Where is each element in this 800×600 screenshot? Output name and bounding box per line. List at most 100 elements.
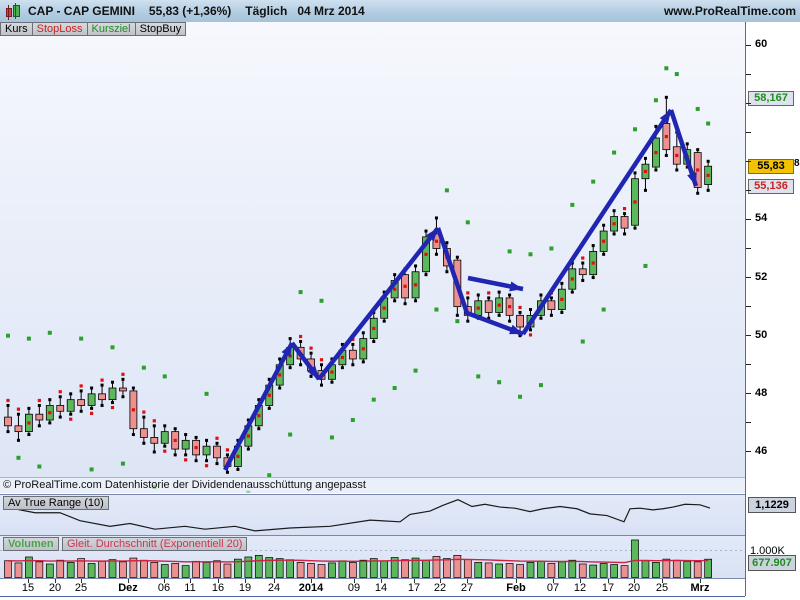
x-axis-label: 09 — [347, 582, 361, 594]
y-axis-tick — [746, 102, 751, 104]
x-axis-label: 2014 — [298, 582, 324, 594]
trend-arrow-annotations — [223, 108, 699, 472]
y-axis-tick — [746, 44, 751, 46]
y-axis-tick — [746, 131, 751, 133]
candles-layer — [4, 95, 713, 474]
x-axis-tick — [274, 579, 275, 583]
y-axis-label: 50 — [755, 328, 768, 341]
atr-line-plot — [4, 499, 711, 532]
x-axis-label: 25 — [74, 582, 88, 594]
atr-value-label: 1,1229 — [748, 497, 796, 513]
x-axis-tick — [311, 579, 312, 583]
x-axis-tick — [218, 579, 219, 583]
volume-bars-plot — [0, 539, 745, 578]
x-axis-label: 12 — [573, 582, 587, 594]
x-axis-label: Mrz — [690, 582, 710, 594]
y-axis-label: 52 — [755, 270, 768, 283]
atr-line — [4, 499, 711, 532]
copyright-note: © ProRealTime.com Datenhistorie der Divi… — [0, 477, 745, 493]
y-axis-tick — [746, 364, 751, 366]
candlestick-icon — [4, 3, 22, 20]
candlestick-plot[interactable] — [0, 22, 745, 493]
volume-value-label: 677.907 — [748, 555, 796, 571]
x-axis-tick — [55, 579, 56, 583]
y-axis-label: 48 — [755, 386, 768, 399]
y-axis-tick — [746, 451, 751, 453]
x-axis-tick — [128, 579, 129, 583]
x-axis-tick — [516, 579, 517, 583]
x-axis-tick — [164, 579, 165, 583]
x-axis-tick — [381, 579, 382, 583]
price-axis[interactable]: 58,167 55,83 8 55,136 1,1229 1.000K 677.… — [745, 22, 800, 596]
x-axis-tick — [467, 579, 468, 583]
y-axis-tick — [746, 422, 751, 424]
date-label: 04 Mrz 2014 — [297, 4, 365, 18]
x-axis-tick — [634, 579, 635, 583]
time-axis[interactable]: 15 20 25 Dez 06 11 16 19 24 2014 09 14 17 22 27 Feb 07 12… — [0, 579, 745, 597]
x-axis-label: 16 — [211, 582, 225, 594]
volume-ema-line — [7, 558, 709, 564]
volume-scale-label: 1.000K — [750, 545, 785, 557]
tab-kurs[interactable]: Kurs — [0, 22, 33, 36]
y-axis-tick — [746, 160, 751, 162]
x-axis-label: 15 — [21, 582, 35, 594]
prorealtime-site-link[interactable]: www.ProRealTime.com — [663, 4, 796, 18]
x-axis-label: 20 — [627, 582, 641, 594]
x-axis-tick — [700, 579, 701, 583]
x-axis-label: 19 — [238, 582, 252, 594]
x-axis-label: Feb — [506, 582, 526, 594]
volume-label[interactable]: Volumen — [3, 537, 59, 551]
x-axis-tick — [608, 579, 609, 583]
x-axis-label: 11 — [184, 582, 196, 594]
chart-tab-bar: Kurs StopLoss Kursziel StopBuy — [0, 22, 187, 36]
x-axis-tick — [580, 579, 581, 583]
x-axis-label: 17 — [601, 582, 615, 594]
x-axis-label: 25 — [655, 582, 669, 594]
x-axis-label: 22 — [433, 582, 447, 594]
x-axis-label: 14 — [374, 582, 388, 594]
y-axis-tick — [746, 218, 751, 220]
volume-bars — [4, 539, 713, 578]
volume-ema-label[interactable]: Gleit. Durchschnitt (Exponentiell 20) — [62, 537, 248, 551]
x-axis-tick — [440, 579, 441, 583]
last-quote: 55,83 (+1,36%) — [148, 4, 232, 18]
tab-kursziel[interactable]: Kursziel — [87, 22, 136, 36]
price-chart-area[interactable]: © ProRealTime.com Datenhistorie der Divi… — [0, 22, 745, 493]
atr-indicator-pane[interactable]: Av True Range (10) — [0, 494, 745, 536]
y-axis-tick — [746, 306, 751, 308]
last-price-extra-digit: 8 — [794, 157, 800, 169]
x-axis-label: 17 — [407, 582, 421, 594]
symbol-title: CAP - CAP GEMINI — [28, 4, 135, 18]
x-axis-tick — [553, 579, 554, 583]
x-axis-label: 24 — [267, 582, 281, 594]
x-axis-tick — [81, 579, 82, 583]
y-axis-tick — [746, 277, 751, 279]
price-target-label: 58,167 — [748, 91, 794, 107]
atr-indicator-label[interactable]: Av True Range (10) — [3, 496, 109, 510]
x-axis-label: 27 — [460, 582, 474, 594]
y-axis-label: 60 — [755, 38, 768, 50]
x-axis-label: Dez — [118, 582, 138, 594]
x-axis-label: 06 — [157, 582, 171, 594]
y-axis-label: 54 — [755, 212, 768, 225]
timeframe-label: Täglich — [245, 4, 288, 18]
x-axis-tick — [28, 579, 29, 583]
y-axis-label: 46 — [755, 444, 768, 457]
tab-stopbuy[interactable]: StopBuy — [135, 22, 187, 36]
tab-stoploss[interactable]: StopLoss — [32, 22, 88, 36]
bottom-margin — [0, 597, 800, 600]
x-axis-tick — [190, 579, 191, 583]
y-axis-tick — [746, 189, 751, 191]
y-axis-tick — [746, 393, 751, 395]
x-axis-tick — [245, 579, 246, 583]
volume-pane[interactable]: Volumen Gleit. Durchschnitt (Exponentiel… — [0, 536, 745, 579]
x-axis-label: 20 — [48, 582, 62, 594]
x-axis-tick — [662, 579, 663, 583]
y-axis-tick — [746, 247, 751, 249]
y-axis-tick — [746, 335, 751, 337]
x-axis-tick — [414, 579, 415, 583]
y-axis-tick — [746, 73, 751, 75]
last-price-label: 55,83 — [748, 158, 794, 174]
green-dot-markers — [6, 66, 711, 493]
